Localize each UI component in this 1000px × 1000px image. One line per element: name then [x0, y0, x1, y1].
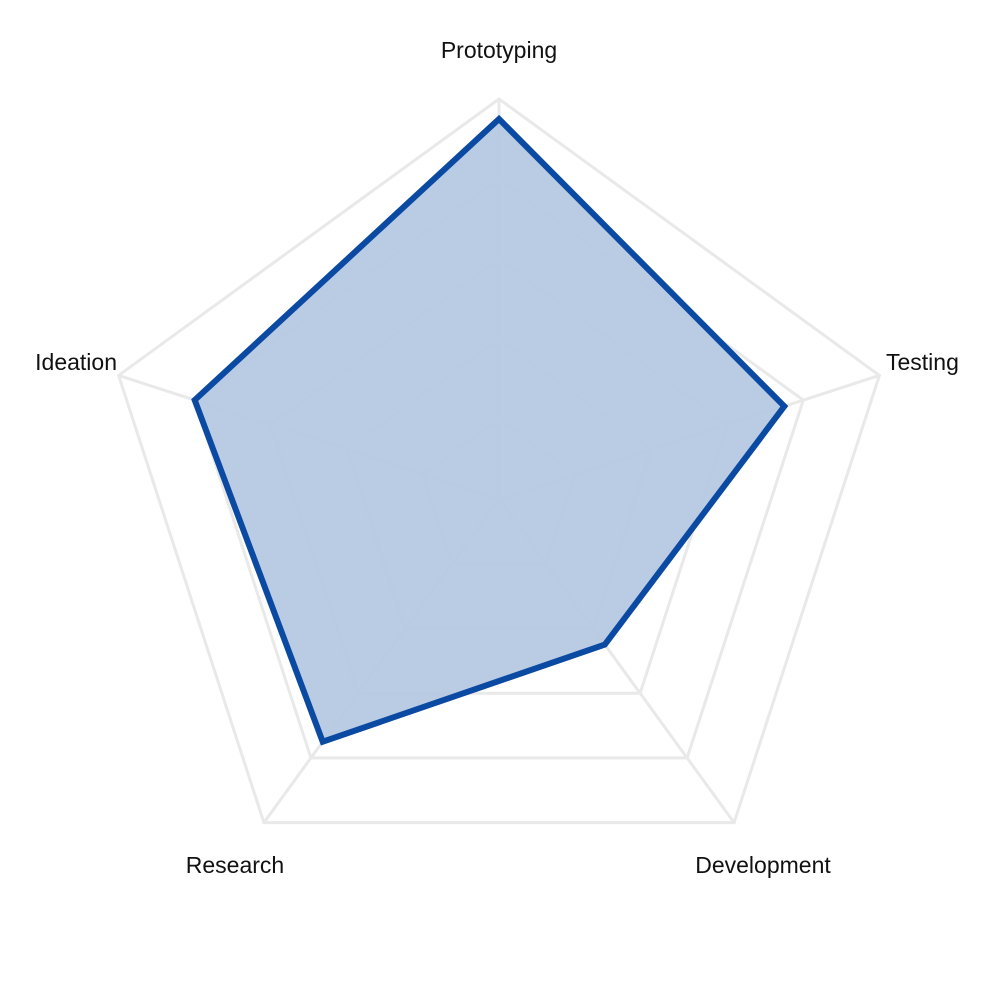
axis-labels: Prototyping Testing Development Research… [35, 37, 959, 878]
axis-label-ideation: Ideation [35, 349, 117, 375]
radar-series [191, 114, 789, 746]
series-area-0 [191, 114, 789, 746]
data-point-testing [782, 404, 787, 409]
grid-ring-10 [116, 97, 882, 825]
data-point-development [602, 642, 607, 647]
axis-label-prototyping: Prototyping [441, 37, 557, 63]
data-point-research [320, 739, 325, 744]
axis-label-research: Research [186, 852, 284, 878]
data-point-ideation [192, 398, 197, 403]
axis-label-development: Development [695, 852, 831, 878]
axis-label-testing: Testing [886, 349, 959, 375]
data-point-prototyping [497, 117, 501, 121]
